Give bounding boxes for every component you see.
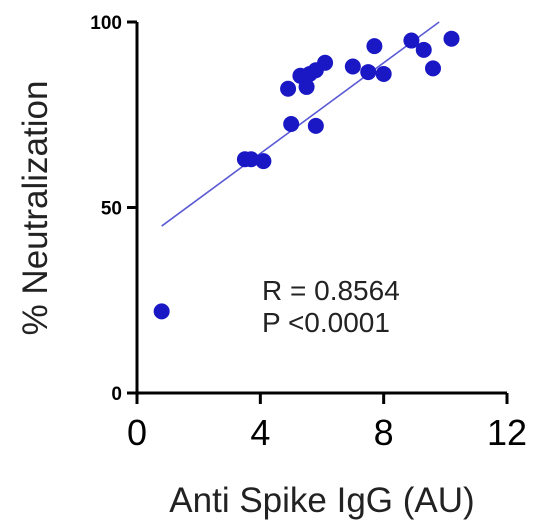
data-point	[255, 153, 272, 170]
data-point	[344, 58, 361, 75]
x-tick-label: 4	[250, 412, 270, 453]
x-tick-label: 8	[374, 412, 394, 453]
data-point	[360, 64, 377, 81]
data-point	[283, 116, 300, 133]
data-point	[307, 117, 324, 134]
y-tick-label: 50	[101, 199, 122, 220]
y-tick-label: 100	[90, 13, 122, 34]
data-point	[280, 80, 297, 97]
data-point	[443, 30, 460, 47]
data-point	[375, 65, 392, 82]
data-point	[415, 41, 432, 58]
data-point	[403, 32, 420, 49]
x-tick-label: 12	[487, 412, 527, 453]
p-value-annotation: P <0.0001	[262, 307, 390, 338]
y-axis-title: % Neutralization	[16, 81, 55, 336]
data-points	[153, 30, 460, 320]
labels: Anti Spike IgG (AU) % Neutralization R = 0…	[16, 81, 475, 520]
data-point	[425, 60, 441, 77]
correlation-r-annotation: R = 0.8564	[262, 275, 400, 306]
data-point	[317, 54, 334, 71]
axes: 0 50 100 0 4 8 12	[90, 13, 527, 453]
data-point	[243, 151, 260, 168]
data-point	[366, 38, 383, 55]
x-tick-label: 0	[127, 412, 147, 453]
data-point	[298, 78, 315, 95]
regression-line	[161, 21, 440, 227]
x-axis-title: Anti Spike IgG (AU)	[169, 481, 474, 520]
fit-line-group	[161, 21, 440, 227]
data-point	[153, 303, 170, 320]
y-tick-label: 0	[111, 384, 122, 405]
